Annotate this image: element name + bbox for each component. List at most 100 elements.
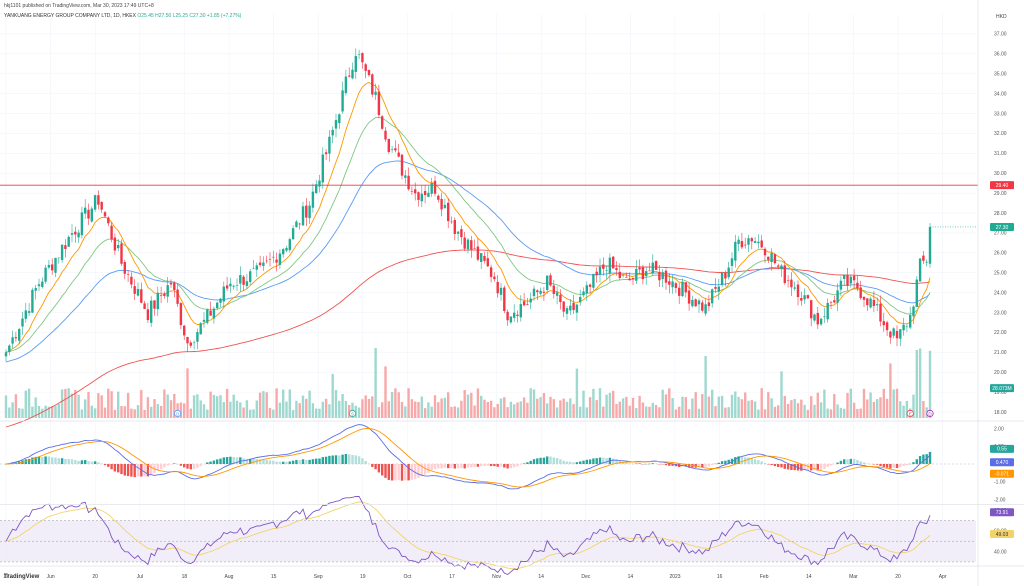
candle-body[interactable]: [262, 262, 265, 267]
candle-body[interactable]: [120, 243, 123, 264]
candle-body[interactable]: [760, 240, 763, 248]
candle-body[interactable]: [892, 328, 895, 336]
candle-body[interactable]: [542, 291, 546, 293]
candle-body[interactable]: [298, 223, 301, 225]
candle-body[interactable]: [757, 241, 760, 244]
candle-body[interactable]: [123, 262, 126, 274]
candle-body[interactable]: [8, 345, 11, 352]
candle-body[interactable]: [371, 74, 374, 95]
candle-body[interactable]: [876, 304, 879, 306]
candle-body[interactable]: [592, 273, 595, 288]
candle-body[interactable]: [189, 342, 192, 346]
candle-body[interactable]: [687, 290, 691, 304]
candle-body[interactable]: [720, 272, 724, 286]
candle-body[interactable]: [862, 296, 866, 300]
candle-body[interactable]: [117, 244, 120, 249]
candle-body[interactable]: [612, 256, 615, 269]
candle-body[interactable]: [404, 175, 407, 178]
candle-body[interactable]: [582, 291, 585, 296]
candle-body[interactable]: [126, 274, 130, 275]
candle-body[interactable]: [885, 322, 889, 331]
candle-body[interactable]: [826, 302, 829, 320]
candle-body[interactable]: [397, 152, 400, 157]
candle-body[interactable]: [427, 192, 430, 197]
candle-body[interactable]: [899, 329, 902, 339]
candle-body[interactable]: [661, 272, 664, 280]
candle-body[interactable]: [839, 280, 843, 290]
candle-body[interactable]: [54, 257, 57, 273]
candle-body[interactable]: [859, 287, 862, 299]
candle-body[interactable]: [843, 274, 846, 279]
candle-body[interactable]: [166, 285, 169, 297]
candle-body[interactable]: [882, 321, 885, 326]
candle-body[interactable]: [849, 276, 852, 284]
candle-body[interactable]: [770, 252, 773, 263]
candle-body[interactable]: [47, 264, 51, 268]
candle-body[interactable]: [51, 264, 54, 271]
candle-body[interactable]: [453, 220, 456, 234]
candle-body[interactable]: [532, 288, 536, 297]
candle-body[interactable]: [282, 249, 285, 255]
candle-body[interactable]: [588, 284, 592, 287]
candle-body[interactable]: [747, 238, 750, 245]
candle-body[interactable]: [536, 290, 539, 293]
candle-body[interactable]: [902, 324, 905, 331]
candle-body[interactable]: [67, 236, 70, 247]
candle-body[interactable]: [90, 208, 93, 222]
candle-body[interactable]: [879, 303, 882, 322]
candle-body[interactable]: [206, 309, 209, 323]
candle-body[interactable]: [275, 259, 278, 263]
candle-body[interactable]: [522, 301, 526, 306]
candle-body[interactable]: [803, 295, 806, 300]
candle-body[interactable]: [674, 283, 678, 288]
candle-body[interactable]: [796, 284, 800, 298]
candle-body[interactable]: [176, 289, 179, 304]
candle-body[interactable]: [575, 304, 579, 313]
candle-body[interactable]: [308, 205, 311, 219]
candle-body[interactable]: [443, 204, 447, 208]
candle-body[interactable]: [390, 149, 394, 150]
candle-body[interactable]: [311, 191, 315, 208]
candle-body[interactable]: [909, 314, 912, 328]
candle-body[interactable]: [476, 246, 480, 260]
candle-body[interactable]: [100, 202, 103, 210]
candle-body[interactable]: [493, 276, 496, 280]
candle-body[interactable]: [783, 265, 786, 283]
candle-body[interactable]: [539, 290, 542, 294]
candle-body[interactable]: [496, 281, 499, 294]
candle-body[interactable]: [473, 248, 476, 249]
candle-body[interactable]: [922, 255, 925, 261]
candle-body[interactable]: [344, 76, 348, 94]
candle-body[interactable]: [60, 244, 64, 260]
candle-body[interactable]: [423, 190, 427, 195]
candle-body[interactable]: [555, 292, 559, 296]
candle-body[interactable]: [463, 237, 466, 249]
candle-body[interactable]: [618, 271, 621, 278]
candle-body[interactable]: [242, 276, 245, 285]
candle-body[interactable]: [668, 281, 671, 285]
candle-body[interactable]: [889, 331, 892, 338]
candle-body[interactable]: [265, 260, 268, 262]
candle-body[interactable]: [895, 330, 899, 339]
candle-body[interactable]: [27, 311, 31, 313]
candle-body[interactable]: [793, 287, 796, 289]
candle-body[interactable]: [912, 306, 915, 317]
candle-body[interactable]: [730, 258, 734, 266]
candle-body[interactable]: [925, 261, 928, 263]
candle-body[interactable]: [301, 206, 305, 226]
candle-body[interactable]: [905, 326, 909, 328]
candle-body[interactable]: [572, 302, 575, 311]
candle-body[interactable]: [103, 212, 107, 217]
candle-body[interactable]: [31, 289, 34, 313]
candle-body[interactable]: [506, 311, 509, 321]
candle-body[interactable]: [255, 265, 258, 270]
candle-body[interactable]: [394, 148, 397, 151]
candle-body[interactable]: [915, 279, 918, 307]
candle-body[interactable]: [658, 271, 661, 281]
candle-body[interactable]: [179, 303, 183, 326]
candle-body[interactable]: [252, 268, 255, 270]
candle-body[interactable]: [384, 130, 387, 140]
candle-body[interactable]: [107, 217, 110, 224]
